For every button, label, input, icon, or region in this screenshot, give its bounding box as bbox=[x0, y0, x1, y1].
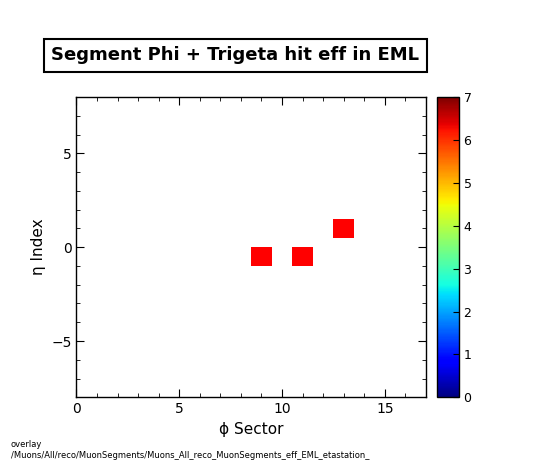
Bar bbox=[334, 219, 354, 238]
Bar bbox=[292, 247, 313, 266]
X-axis label: ϕ Sector: ϕ Sector bbox=[219, 422, 283, 437]
Y-axis label: η Index: η Index bbox=[31, 219, 46, 275]
Bar bbox=[251, 247, 272, 266]
Text: overlay
/Muons/All/reco/MuonSegments/Muons_All_reco_MuonSegments_eff_EML_etastat: overlay /Muons/All/reco/MuonSegments/Muo… bbox=[11, 440, 370, 460]
Text: Segment Phi + Trigeta hit eff in EML: Segment Phi + Trigeta hit eff in EML bbox=[51, 47, 419, 64]
